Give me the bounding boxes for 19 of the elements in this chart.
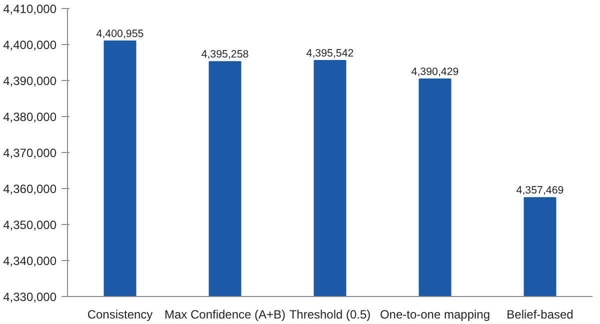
- data-label: 4,400,955: [96, 28, 144, 40]
- y-tick-label: 4,390,000: [3, 74, 57, 88]
- y-tick-label: 4,330,000: [3, 290, 57, 304]
- y-tick-label: 4,370,000: [3, 146, 57, 160]
- data-label: 4,395,258: [201, 48, 249, 61]
- data-label: 4,390,429: [411, 66, 459, 78]
- x-tick-label: Threshold (0.5): [289, 308, 371, 322]
- data-label: 4,357,469: [516, 184, 564, 197]
- y-tick-label: 4,380,000: [3, 110, 57, 124]
- data-label: 4,395,542: [306, 48, 354, 60]
- x-tick-label: Consistency: [87, 308, 153, 322]
- y-tick-label: 4,360,000: [3, 182, 57, 196]
- y-tick-label: 4,400,000: [3, 38, 57, 52]
- y-tick-label: 4,350,000: [3, 218, 57, 232]
- y-tick-label: 4,410,000: [3, 2, 57, 16]
- x-tick-label: Max Confidence (A+B): [164, 308, 286, 322]
- x-tick-label: Belief-based: [506, 308, 574, 322]
- x-tick-label: One-to-one mapping: [380, 308, 490, 322]
- y-tick-label: 4,340,000: [3, 254, 57, 268]
